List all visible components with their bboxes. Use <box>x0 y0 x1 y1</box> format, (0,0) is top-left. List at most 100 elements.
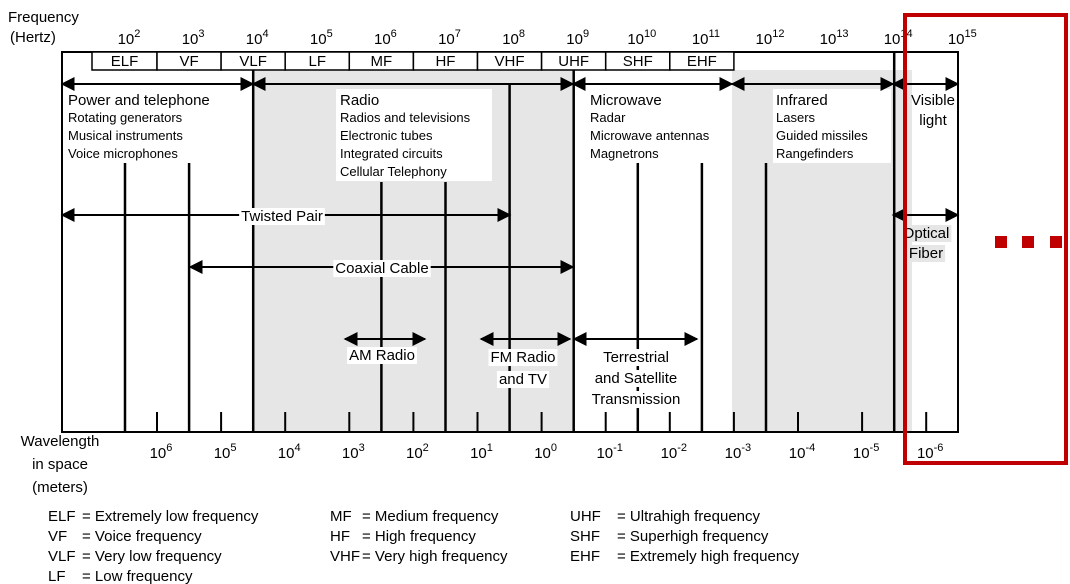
wavelength-tick-label-exponent: 0 <box>551 442 557 454</box>
frequency-tick-label-base: 10 <box>182 31 199 48</box>
label-backdrop <box>347 347 417 364</box>
legend-definition: = Ultrahigh frequency <box>617 508 760 525</box>
region-item: Microwave antennas <box>590 128 710 143</box>
region-item: Cellular Telephony <box>340 164 447 179</box>
region-item: Guided missiles <box>776 128 868 143</box>
legend-definition: = Very low frequency <box>82 548 222 565</box>
legend-definition: = Low frequency <box>82 568 193 584</box>
wavelength-tick-label: 102 <box>406 442 429 462</box>
region-item: Lasers <box>776 110 816 125</box>
label-backdrop <box>488 349 558 366</box>
wavelength-tick-label-base: 10 <box>534 445 551 462</box>
region-item: Rotating generators <box>68 110 183 125</box>
region-item: Radar <box>590 110 626 125</box>
legend-definition: = Extremely low frequency <box>82 508 259 525</box>
wavelength-tick-label: 105 <box>214 442 237 462</box>
text-backdrop <box>773 89 891 163</box>
region-title: Visible <box>911 92 955 109</box>
wavelength-tick-label-base: 10 <box>789 445 806 462</box>
wavelength-tick-label: 103 <box>342 442 365 462</box>
wavelength-tick-label-exponent: 5 <box>230 442 236 454</box>
media-label: Transmission <box>592 391 681 408</box>
frequency-tick-label-exponent: 10 <box>644 28 656 40</box>
region-item: Rangefinders <box>776 146 854 161</box>
frequency-tick-label-exponent: 12 <box>772 28 784 40</box>
label-backdrop <box>900 225 952 242</box>
text-backdrop <box>66 89 252 163</box>
wavelength-tick-label: 10-3 <box>725 442 751 462</box>
media-label: Coaxial Cable <box>335 260 428 277</box>
axis-label: (Hertz) <box>10 29 56 46</box>
wavelength-tick-label-exponent: 4 <box>294 442 300 454</box>
wavelength-tick-label: 100 <box>534 442 557 462</box>
frequency-tick-label-base: 10 <box>756 31 773 48</box>
label-backdrop <box>333 260 431 277</box>
legend-abbr: ELF <box>48 508 76 525</box>
frequency-tick-label-base: 10 <box>884 31 901 48</box>
wavelength-tick-label-exponent: 2 <box>423 442 429 454</box>
region-item: Magnetrons <box>590 146 659 161</box>
wavelength-tick-label-exponent: -4 <box>805 442 815 454</box>
label-backdrop <box>589 391 683 408</box>
region-item: Electronic tubes <box>340 128 433 143</box>
region-item: Radios and televisions <box>340 110 471 125</box>
wavelength-tick-label-base: 10 <box>917 445 934 462</box>
legend-definition: = Extremely high frequency <box>617 548 800 565</box>
wavelength-tick-label-exponent: -5 <box>870 442 880 454</box>
frequency-tick-label: 1015 <box>948 28 977 48</box>
band-label: EHF <box>687 53 717 70</box>
band-label: UHF <box>558 53 589 70</box>
wavelength-tick-label-base: 10 <box>214 445 231 462</box>
axis-label: (meters) <box>32 479 88 496</box>
frequency-tick-label: 104 <box>246 28 269 48</box>
media-label: Twisted Pair <box>241 208 323 225</box>
wavelength-tick-label-base: 10 <box>470 445 487 462</box>
frequency-tick-label-base: 10 <box>627 31 644 48</box>
frequency-tick-label-base: 10 <box>948 31 965 48</box>
band-label: VHF <box>495 53 525 70</box>
wavelength-tick-label-base: 10 <box>661 445 678 462</box>
wavelength-tick-label-base: 10 <box>150 445 167 462</box>
band-label: VF <box>179 53 198 70</box>
wavelength-tick-label-exponent: -2 <box>677 442 687 454</box>
frequency-tick-label-exponent: 9 <box>583 28 589 40</box>
wavelength-tick-label: 101 <box>470 442 493 462</box>
text-backdrop <box>336 89 492 181</box>
axis-label: Wavelength <box>21 433 100 450</box>
label-backdrop <box>601 349 671 366</box>
frequency-tick-label-exponent: 15 <box>965 28 977 40</box>
wavelength-tick-label: 104 <box>278 442 301 462</box>
label-backdrop <box>496 371 550 388</box>
frequency-tick-label-base: 10 <box>820 31 837 48</box>
frequency-tick-label: 1012 <box>756 28 785 48</box>
frequency-tick-label-base: 10 <box>374 31 391 48</box>
wavelength-tick-label: 10-1 <box>596 442 622 462</box>
label-backdrop <box>906 245 946 262</box>
media-label: FM Radio <box>490 349 555 366</box>
region-item: Integrated circuits <box>340 146 443 161</box>
wavelength-tick-label-base: 10 <box>596 445 613 462</box>
frequency-tick-label-base: 10 <box>310 31 327 48</box>
label-backdrop <box>592 370 680 387</box>
legend-abbr: VLF <box>48 548 76 565</box>
frequency-tick-label-base: 10 <box>692 31 709 48</box>
frequency-tick-label: 1010 <box>627 28 656 48</box>
wavelength-tick-label-base: 10 <box>725 445 742 462</box>
wavelength-tick-label-exponent: 1 <box>487 442 493 454</box>
legend-abbr: SHF <box>570 528 600 545</box>
frequency-tick-label-exponent: 11 <box>709 28 720 40</box>
ellipsis-dot <box>1050 236 1062 248</box>
wavelength-tick-label: 10-2 <box>661 442 687 462</box>
region-title: Infrared <box>776 92 828 109</box>
wavelength-tick-label: 10-4 <box>789 442 815 462</box>
frequency-tick-label-base: 10 <box>438 31 455 48</box>
band-label: SHF <box>623 53 653 70</box>
frequency-tick-label-base: 10 <box>566 31 583 48</box>
region-title: Power and telephone <box>68 92 210 109</box>
media-label: and TV <box>499 371 547 388</box>
frequency-tick-label: 108 <box>502 28 525 48</box>
media-label: Fiber <box>909 245 943 262</box>
wavelength-tick-label-base: 10 <box>853 445 870 462</box>
frequency-tick-label-exponent: 8 <box>519 28 525 40</box>
legend-abbr: EHF <box>570 548 600 565</box>
